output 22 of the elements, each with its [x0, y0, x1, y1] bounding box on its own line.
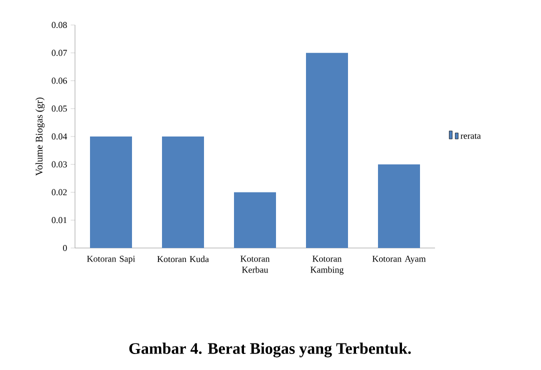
y-tick-label: 0.01	[52, 217, 67, 224]
y-tick-label: 0.04	[52, 133, 68, 140]
y-tick-label: 0.08	[52, 22, 67, 28]
y-tick-label: 0.02	[52, 189, 67, 196]
bar	[234, 192, 276, 248]
x-tick-label: Kotoran Ayam	[372, 256, 426, 264]
bar	[306, 52, 348, 248]
bar	[162, 136, 204, 248]
bar	[378, 164, 420, 248]
x-tick-label: Kotoran Sapi	[87, 256, 136, 264]
x-tick-label: Kotoran Kuda	[157, 256, 209, 262]
y-tick-label: 0.05	[52, 106, 67, 112]
bar	[90, 136, 132, 248]
y-axis-title: Volume Biogas (gr)	[35, 98, 45, 176]
y-tick-label: 0.06	[52, 78, 67, 84]
y-tick-label: 0.03	[52, 161, 67, 168]
legend-label: rerata	[460, 134, 481, 139]
x-tick-label: Kotoran Kerbau	[240, 256, 270, 273]
text: Gambar 4. Berat Biogas yang Terbentuk.	[129, 342, 411, 358]
y-tick-label: 0	[63, 244, 67, 252]
x-tick-label: Kotoran Kambing	[310, 256, 344, 275]
y-tick-label: 0.07	[52, 50, 67, 56]
